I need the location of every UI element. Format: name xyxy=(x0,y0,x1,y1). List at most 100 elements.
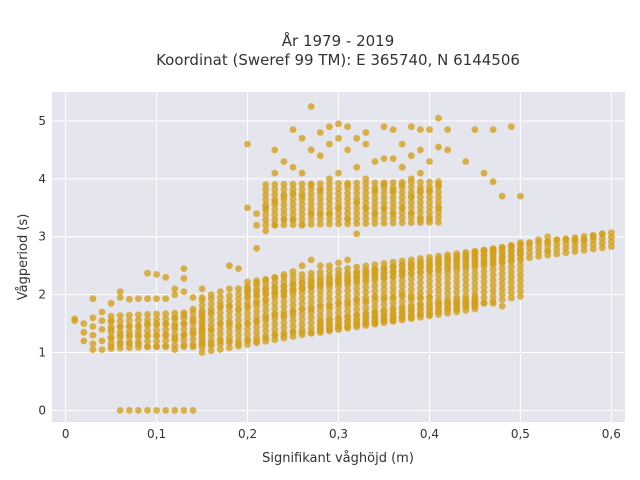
data-point xyxy=(517,293,524,300)
data-point xyxy=(125,295,133,303)
data-point xyxy=(116,407,124,414)
data-point xyxy=(244,309,251,317)
data-point xyxy=(353,179,361,187)
data-point xyxy=(98,308,106,316)
data-point xyxy=(135,340,142,348)
data-point xyxy=(553,250,561,258)
data-point xyxy=(326,123,333,131)
data-point xyxy=(298,328,306,336)
data-point xyxy=(362,194,370,202)
data-point xyxy=(289,216,297,223)
data-point xyxy=(417,302,424,310)
data-point xyxy=(326,205,333,213)
data-point xyxy=(380,123,388,131)
data-point xyxy=(462,281,470,289)
data-point xyxy=(144,320,151,327)
data-point xyxy=(207,316,215,324)
data-point xyxy=(144,331,151,339)
data-point xyxy=(135,311,142,319)
data-point xyxy=(216,302,224,310)
data-point xyxy=(316,220,324,228)
data-point xyxy=(335,288,342,296)
data-point xyxy=(389,268,397,275)
data-point xyxy=(389,210,397,218)
data-point xyxy=(426,262,433,270)
data-point xyxy=(216,293,224,301)
data-point xyxy=(135,331,142,339)
data-point xyxy=(235,265,242,272)
data-point xyxy=(480,299,488,307)
data-point xyxy=(162,310,170,317)
data-point xyxy=(517,272,524,279)
data-point xyxy=(171,407,179,414)
data-point xyxy=(307,181,315,189)
data-point xyxy=(316,210,324,218)
data-point xyxy=(507,294,515,302)
data-point xyxy=(326,200,333,208)
data-point xyxy=(489,259,497,266)
data-point xyxy=(480,283,488,291)
data-point xyxy=(316,215,324,223)
data-point xyxy=(116,331,124,339)
data-point xyxy=(371,199,379,207)
data-point xyxy=(344,216,351,223)
data-point xyxy=(180,407,188,414)
data-point xyxy=(371,282,379,289)
data-point xyxy=(80,320,88,327)
data-point xyxy=(398,282,406,290)
data-point xyxy=(326,295,333,303)
data-point xyxy=(171,334,179,342)
data-point xyxy=(307,269,315,277)
data-point xyxy=(180,275,188,282)
data-point xyxy=(307,221,315,228)
data-point xyxy=(389,289,397,297)
data-point xyxy=(153,310,161,318)
data-point xyxy=(371,214,379,222)
data-point xyxy=(307,200,315,208)
data-point xyxy=(262,221,270,229)
data-point xyxy=(417,262,424,270)
data-point xyxy=(426,126,433,133)
data-point xyxy=(398,209,406,217)
data-point xyxy=(407,303,415,311)
data-point xyxy=(207,326,215,333)
data-point xyxy=(298,315,306,323)
data-point xyxy=(235,305,242,313)
data-point xyxy=(307,319,315,327)
data-point xyxy=(162,407,170,414)
data-point xyxy=(380,294,388,301)
data-point xyxy=(198,285,206,293)
data-point xyxy=(271,331,279,339)
data-point xyxy=(398,291,406,298)
data-point xyxy=(362,310,370,318)
data-point xyxy=(226,328,233,336)
data-point xyxy=(380,307,388,315)
data-point xyxy=(262,334,270,342)
data-point xyxy=(316,187,324,194)
data-point xyxy=(471,250,479,258)
data-point xyxy=(471,285,479,293)
data-point xyxy=(362,262,370,270)
data-point xyxy=(244,285,251,293)
data-point xyxy=(335,259,342,267)
data-point xyxy=(135,407,142,414)
data-point xyxy=(171,346,179,353)
data-point xyxy=(271,305,279,312)
data-point xyxy=(280,298,288,305)
data-point xyxy=(371,194,379,202)
data-point xyxy=(271,191,279,199)
data-point xyxy=(289,196,297,203)
data-point xyxy=(398,163,406,171)
data-point xyxy=(326,210,333,218)
data-point xyxy=(262,314,270,322)
data-point xyxy=(298,262,306,270)
data-point xyxy=(398,189,406,196)
data-point xyxy=(144,269,151,277)
data-point xyxy=(426,294,433,301)
data-point xyxy=(244,278,251,286)
data-point xyxy=(435,299,442,307)
data-point xyxy=(280,216,288,223)
data-point xyxy=(417,169,424,177)
data-point xyxy=(216,337,224,345)
data-point xyxy=(335,215,342,223)
